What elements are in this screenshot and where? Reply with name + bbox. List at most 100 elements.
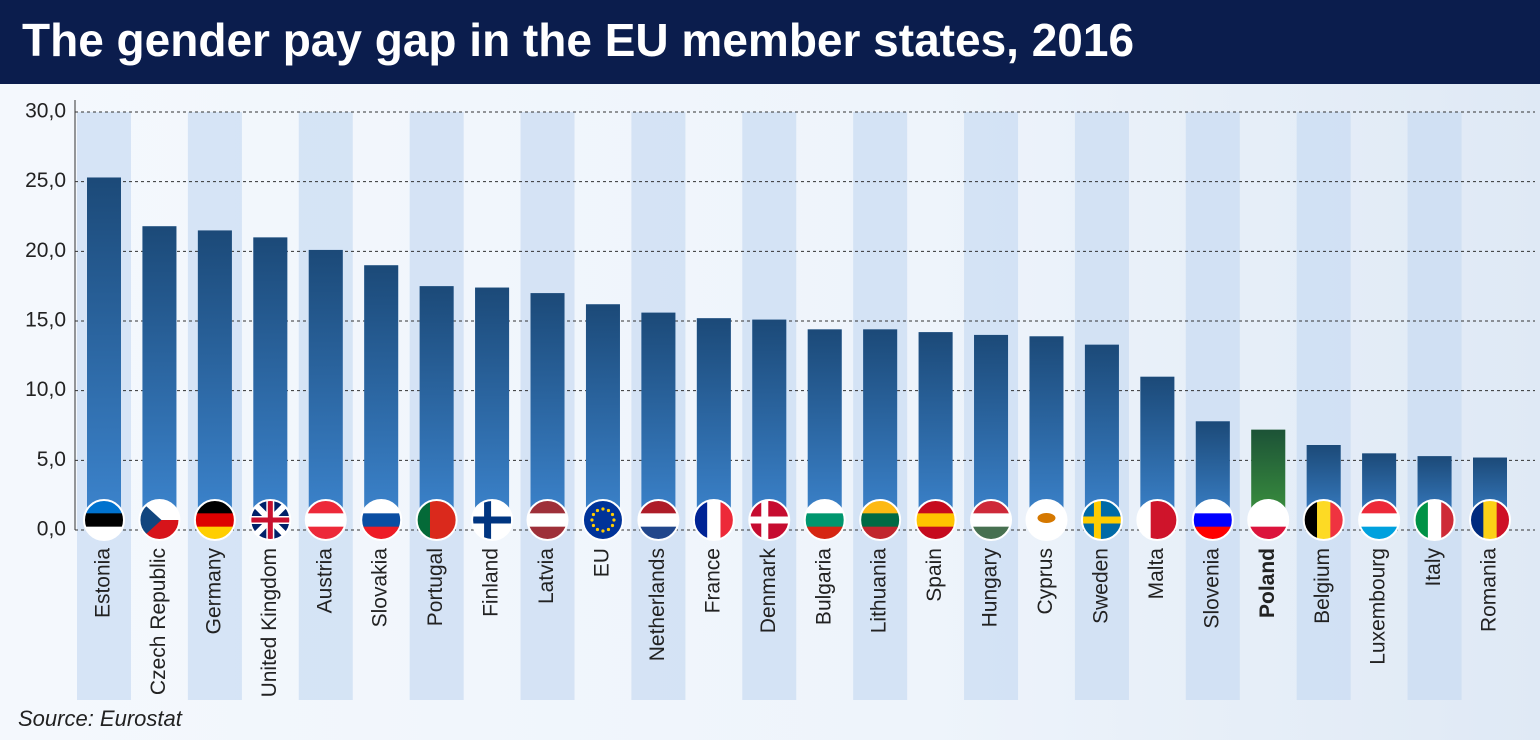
y-tick-label: 10,0	[25, 378, 66, 401]
title-bar	[0, 0, 1540, 84]
flag	[1136, 499, 1179, 541]
flag-rim	[1080, 499, 1123, 541]
flag	[1413, 499, 1456, 541]
bar-shade	[475, 287, 510, 530]
x-tick-label: Spain	[923, 548, 946, 602]
flag	[83, 499, 125, 541]
bar-shade	[87, 177, 121, 530]
flag-body	[472, 500, 513, 540]
bar-shade	[197, 230, 232, 530]
flag-part	[1037, 513, 1056, 523]
flag	[1469, 499, 1511, 541]
bar-shade	[863, 329, 898, 530]
flag-part	[610, 512, 615, 517]
flag-part	[860, 513, 901, 528]
column-stripe	[1185, 112, 1240, 700]
x-tick-label: Bulgaria	[812, 548, 835, 625]
flag-rim	[1358, 499, 1401, 541]
flag-part	[610, 523, 615, 528]
flag-body	[139, 500, 180, 540]
flag-part	[591, 512, 596, 517]
source: Source: Eurostat	[18, 706, 183, 731]
column-stripe	[1296, 112, 1351, 700]
bar-shade	[1029, 336, 1064, 530]
x-tick-label: Latvia	[535, 548, 558, 604]
flag-rim	[914, 499, 957, 541]
bar-shade	[364, 265, 399, 530]
flag	[1191, 499, 1234, 541]
flag-rim	[138, 499, 181, 541]
flag-part	[606, 527, 611, 532]
bar-shade	[308, 249, 343, 530]
flag-part	[749, 516, 790, 524]
flag-part	[591, 523, 596, 528]
flag-part	[472, 516, 513, 524]
flag	[1080, 499, 1123, 541]
flag-part	[804, 513, 845, 528]
x-tick-label: Czech Republic	[147, 548, 170, 695]
flag-part	[84, 513, 124, 528]
flag-part	[1192, 513, 1233, 528]
flag-part	[361, 513, 402, 528]
x-tick-label: Belgium	[1311, 548, 1334, 624]
x-tick-label: Estonia	[92, 548, 115, 618]
bar-shade	[807, 329, 842, 530]
x-tick-label: Netherlands	[646, 548, 669, 661]
x-tick-label: Hungary	[979, 548, 1002, 628]
flag-part	[1248, 513, 1289, 528]
flag-rim	[581, 499, 624, 541]
flag	[637, 499, 680, 541]
flag	[914, 499, 957, 541]
flag-rim	[748, 499, 791, 541]
x-tick-label: United Kingdom	[258, 548, 281, 697]
y-tick-label: 0,0	[37, 518, 66, 541]
x-tick-label: Portugal	[424, 548, 447, 626]
flag-part	[595, 527, 600, 532]
x-tick-label: Lithuania	[868, 548, 891, 634]
flag-rim	[970, 499, 1013, 541]
flag-rim	[193, 499, 236, 541]
x-tick-label: Denmark	[757, 548, 780, 634]
flag-body	[1081, 500, 1122, 540]
bar-shade	[641, 312, 676, 530]
x-tick-label: Finland	[480, 548, 503, 617]
y-tick-label: 5,0	[37, 448, 66, 471]
bar-shade	[419, 286, 454, 530]
flag-rim	[1413, 499, 1456, 541]
flag-rim	[249, 499, 292, 541]
flag-part	[638, 513, 679, 528]
flag-rim	[304, 499, 347, 541]
flag-body	[1026, 500, 1067, 540]
flag-part	[1427, 500, 1442, 540]
flag-rim	[360, 499, 403, 541]
flag-part	[1483, 500, 1498, 540]
flag-rim	[83, 499, 125, 541]
flag-rim	[692, 499, 735, 541]
x-tick-label: France	[701, 548, 724, 613]
flag-rim	[526, 499, 569, 541]
flag-part	[484, 500, 492, 540]
y-tick-label: 30,0	[25, 100, 66, 123]
chart-title: The gender pay gap in the EU member stat…	[22, 14, 1134, 66]
y-tick-label: 15,0	[25, 309, 66, 332]
flag	[692, 499, 735, 541]
flag-rim	[1469, 499, 1511, 541]
flag-part	[601, 507, 605, 511]
flag-rim	[1136, 499, 1179, 541]
flag-part	[606, 508, 611, 513]
flag-rim	[859, 499, 902, 541]
flag-part	[761, 500, 769, 540]
flag-body	[582, 500, 623, 540]
bar-shade	[585, 304, 620, 530]
flag	[970, 499, 1013, 541]
flag-rim	[637, 499, 680, 541]
flag-part	[915, 513, 956, 528]
flag-part	[1150, 500, 1165, 540]
y-tick-label: 20,0	[25, 239, 66, 262]
flag-part	[601, 529, 605, 533]
flag	[138, 499, 181, 541]
flag-part	[1093, 500, 1101, 540]
x-tick-label: Austria	[313, 548, 336, 614]
flag	[304, 499, 347, 541]
flag-part	[527, 513, 568, 528]
